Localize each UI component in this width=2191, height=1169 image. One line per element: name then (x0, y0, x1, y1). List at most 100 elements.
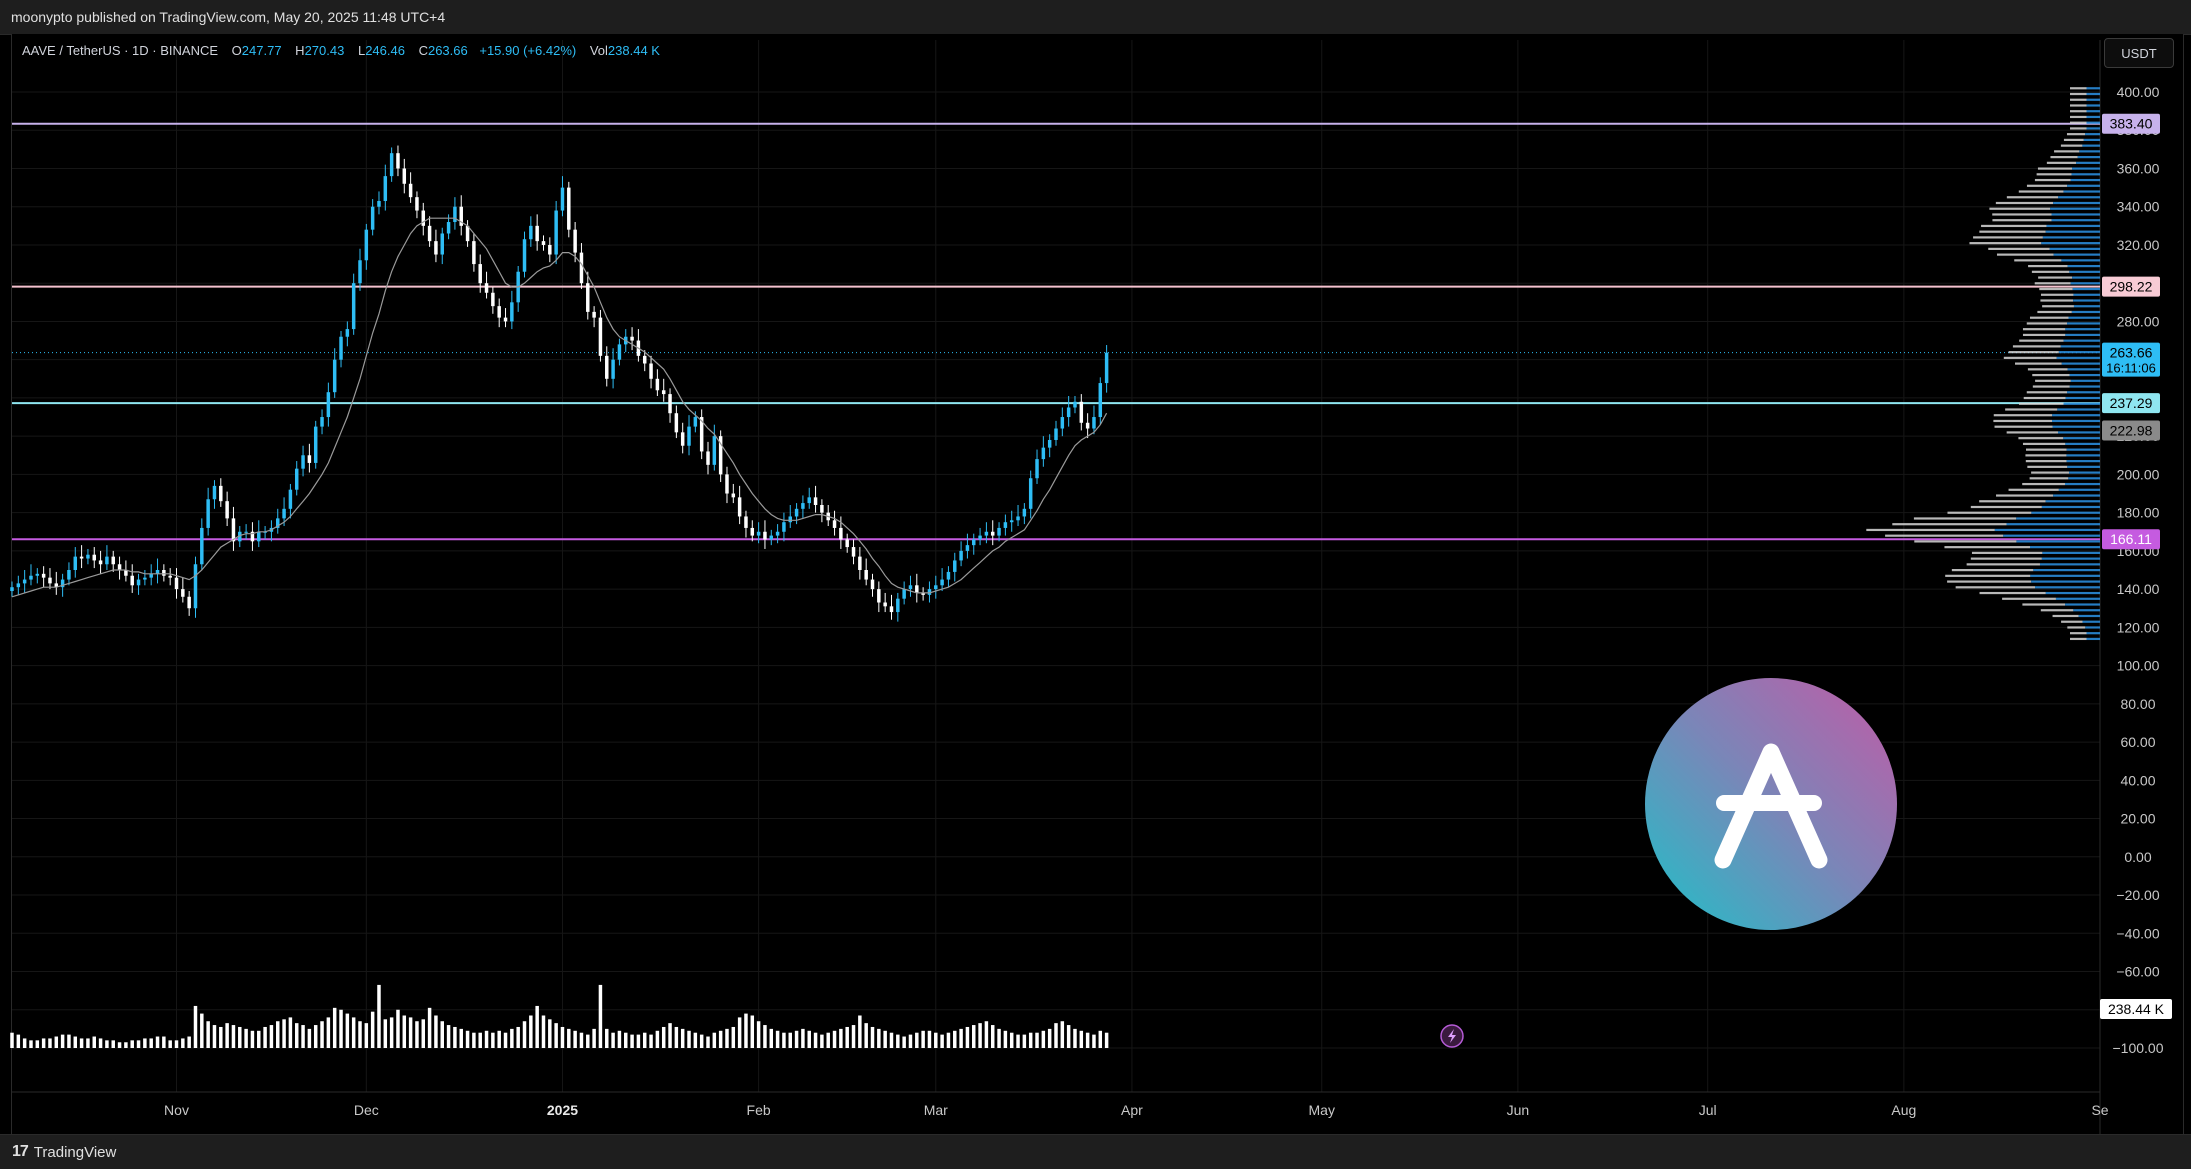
candle-body (567, 187, 571, 230)
volume-profile-bar (1988, 247, 2050, 250)
candle-body (959, 550, 963, 561)
candle-body (193, 564, 198, 609)
volume-bar (668, 1023, 672, 1048)
price-tick-label: 200.00 (2117, 466, 2160, 482)
candle-body (605, 355, 609, 379)
volume-profile-bar (2082, 620, 2100, 623)
tradingview-brand[interactable]: 17 TradingView (12, 1143, 116, 1161)
volume-bar (642, 1032, 647, 1048)
volume-bar (155, 1036, 160, 1048)
candle-body (972, 539, 976, 546)
last-price-badge-countdown: 16:11:06 (2106, 361, 2156, 376)
symbol-info[interactable]: AAVE / TetherUS · 1D · BINANCE (22, 43, 219, 58)
candle-body (332, 359, 337, 393)
candle-body (750, 527, 755, 536)
candle-body (313, 426, 318, 463)
volume-profile-bar (2066, 460, 2100, 463)
volume-profile-bar (2025, 454, 2067, 457)
volume-bar (687, 1030, 691, 1048)
volume-profile-bar (2086, 87, 2100, 90)
volume-bar (845, 1026, 849, 1048)
volume-profile-bar (1995, 201, 2054, 205)
candle-body (674, 413, 679, 433)
volume-profile-bar (2072, 276, 2100, 279)
volume-profile-bar (2026, 391, 2068, 394)
volume-profile-bar (2070, 92, 2087, 96)
volume-profile-bar (2039, 563, 2100, 566)
volume-bar (206, 1021, 210, 1048)
volume-bar (269, 1025, 274, 1048)
time-tick-label: Nov (164, 1102, 189, 1118)
volume-profile-bar (1892, 523, 2007, 526)
volume-profile-bar (2067, 626, 2086, 629)
volume-profile-bar (2069, 385, 2100, 388)
lightning-icon[interactable] (1440, 1024, 1464, 1048)
candle-body (238, 531, 242, 542)
volume-bar (617, 1030, 622, 1048)
volume-profile-bar (2067, 368, 2100, 371)
volume-profile-bar (2026, 184, 2068, 187)
volume-profile-bar (2086, 632, 2100, 635)
candle-body (41, 573, 46, 578)
candle-body (586, 283, 590, 312)
level-badge-box (2102, 529, 2160, 550)
volume-profile-bar (2086, 121, 2100, 124)
candle-body (117, 564, 122, 570)
candle-body (377, 200, 381, 207)
volume-profile-bar (2061, 362, 2100, 365)
candle-body (1047, 439, 1052, 448)
candle-body (250, 531, 255, 542)
candle-body (351, 283, 356, 330)
volume-profile-bar (2028, 264, 2068, 268)
volume-bar (680, 1028, 685, 1048)
volume-bar (408, 1017, 413, 1048)
volume-profile-bar (1914, 540, 2017, 543)
volume-bar (706, 1036, 710, 1048)
volume-profile-bar (2008, 351, 2059, 354)
volume-profile-bar (1966, 563, 2040, 566)
volume-bar (1047, 1028, 1052, 1048)
volume-bar (516, 1026, 520, 1048)
volume-profile-bar (2067, 184, 2100, 187)
volume-profile-bar (2029, 477, 2069, 480)
high-label: H (295, 43, 305, 58)
volume-profile-bar (1866, 528, 1995, 532)
candle-body (598, 317, 603, 356)
volume-bar (883, 1030, 887, 1048)
candle-body (187, 596, 191, 609)
volume-profile-bar (2027, 368, 2068, 371)
volume-bar (535, 1005, 539, 1048)
volume-bar (978, 1023, 982, 1048)
volume-bar (225, 1023, 229, 1048)
volume-bar (624, 1032, 628, 1048)
volume-profile-bar (2022, 482, 2065, 486)
volume-profile-bar (2086, 92, 2100, 96)
candle-body (345, 329, 350, 337)
volume-bar (117, 1042, 122, 1048)
volume-bar (389, 1017, 394, 1048)
volume-profile-bar (2070, 632, 2087, 635)
candle-body (478, 264, 482, 284)
currency-button[interactable]: USDT (2104, 38, 2174, 68)
candle-body (1035, 459, 1039, 479)
volume-bar (554, 1023, 558, 1048)
volume-bar (54, 1036, 59, 1048)
volume-profile-bar (2070, 104, 2087, 107)
candle-body (22, 579, 27, 584)
candle-body (491, 292, 495, 307)
volume-bar (864, 1023, 868, 1048)
volume-profile-bar (2070, 178, 2100, 182)
candle-body (276, 518, 280, 528)
volume-profile-bar (1981, 224, 2047, 228)
volume-profile-bar (2018, 402, 2064, 405)
volume-profile-bar (2086, 98, 2100, 101)
candle-body (149, 573, 153, 578)
volume-profile-bar (2061, 259, 2100, 262)
candle-body (484, 283, 489, 293)
candle-body (687, 426, 691, 446)
volume-profile-bar (2050, 156, 2078, 159)
volume-profile-bar (2085, 626, 2100, 629)
volume-profile-bar (1971, 551, 2043, 554)
price-tick-label: −40.00 (2116, 925, 2159, 941)
